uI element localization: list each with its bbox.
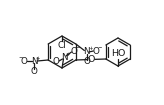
- Text: N: N: [61, 52, 67, 62]
- Text: −: −: [75, 45, 80, 51]
- Text: O: O: [92, 47, 99, 56]
- Text: N: N: [31, 56, 37, 66]
- Text: O: O: [83, 58, 90, 66]
- Text: −: −: [97, 45, 102, 51]
- Text: N: N: [84, 47, 90, 56]
- Text: O: O: [71, 47, 77, 56]
- Text: HO: HO: [111, 49, 125, 58]
- Text: +: +: [65, 51, 70, 56]
- Text: O: O: [31, 66, 38, 75]
- Text: Cl: Cl: [58, 41, 66, 51]
- Text: +: +: [88, 47, 93, 51]
- Text: O: O: [21, 56, 28, 66]
- Text: +: +: [35, 56, 40, 60]
- Text: −: −: [19, 56, 23, 60]
- Text: O: O: [87, 55, 95, 64]
- Text: O: O: [53, 58, 59, 66]
